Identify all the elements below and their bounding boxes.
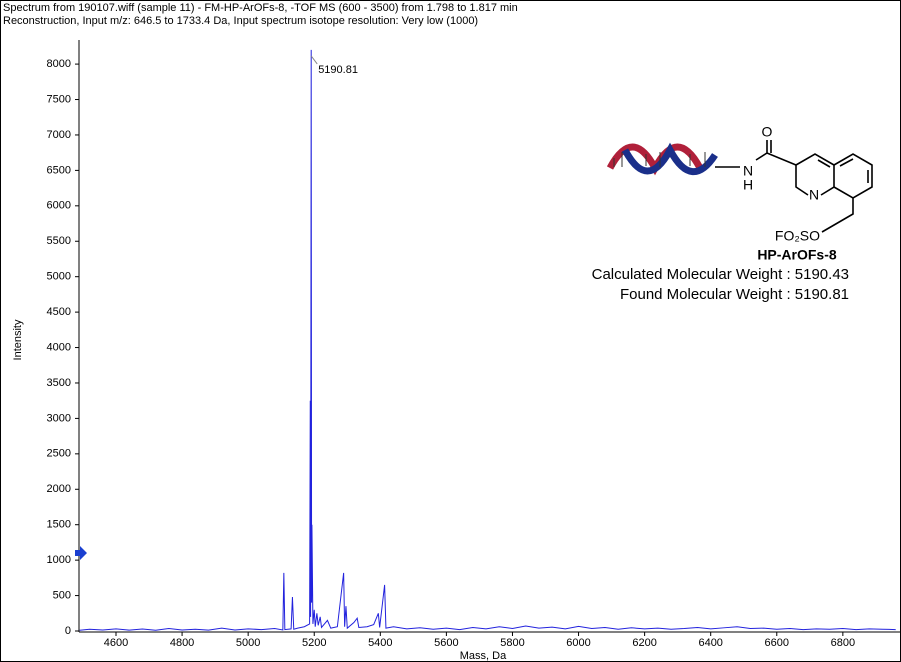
y-tick-label: 4000 (47, 341, 71, 353)
y-tick-label: 1500 (47, 519, 71, 531)
atom-label: O (762, 124, 773, 140)
structure: O N H N FO₂SO HP-ArOFs-8 Calculated Mole… (592, 124, 873, 303)
x-tick-label: 5800 (500, 637, 524, 649)
x-tick-label: 5600 (434, 637, 458, 649)
mw-line: Found Molecular Weight : 5190.81 (620, 286, 849, 303)
y-tick-label: 5000 (47, 271, 71, 283)
dna-rungs (613, 152, 706, 167)
y-tick-label: 2500 (47, 448, 71, 460)
header-line: Spectrum from 190107.wiff (sample 11) - … (3, 2, 518, 14)
y-tick-label: 6000 (47, 200, 71, 212)
compound-name: HP-ArOFs-8 (757, 247, 837, 263)
y-tick-label: 7000 (47, 129, 71, 141)
y-axis-label: Intensity (12, 319, 24, 360)
x-tick-label: 6000 (566, 637, 590, 649)
spectrum-line (79, 49, 896, 631)
y-tick-label: 500 (53, 589, 71, 601)
x-tick-label: 5400 (368, 637, 392, 649)
x-tick-label: 6200 (632, 637, 656, 649)
atom-label: FO₂SO (775, 228, 820, 244)
mw-line: Calculated Molecular Weight : 5190.43 (592, 266, 849, 283)
dna-strand (621, 142, 718, 176)
y-tick-label: 3000 (47, 412, 71, 424)
y-tick-label: 8000 (47, 58, 71, 70)
atom-label: N (809, 187, 819, 203)
y-tick-label: 1000 (47, 554, 71, 566)
peak-label: 5190.81 (318, 64, 358, 76)
x-tick-label: 6600 (765, 637, 789, 649)
header-line: Reconstruction, Input m/z: 646.5 to 1733… (3, 15, 478, 27)
y-tick-label: 3500 (47, 377, 71, 389)
quinoline-bonds (795, 153, 873, 233)
x-tick-label: 6400 (698, 637, 722, 649)
y-tick-label: 7500 (47, 93, 71, 105)
x-tick-label: 4600 (104, 637, 128, 649)
peak-label-leader (310, 55, 318, 65)
y-tick-label: 4500 (47, 306, 71, 318)
y-tick-label: 2000 (47, 483, 71, 495)
amide-bonds (715, 140, 797, 168)
threshold-marker (75, 546, 87, 561)
atom-label: H (743, 177, 753, 193)
x-tick-label: 5200 (302, 637, 326, 649)
y-tick-label: 5500 (47, 235, 71, 247)
x-tick-label: 6800 (831, 637, 855, 649)
atom-label: N (743, 163, 753, 179)
x-axis-label: Mass, Da (460, 650, 507, 662)
y-tick-label: 0 (65, 625, 71, 637)
x-tick-label: 5000 (236, 637, 260, 649)
x-tick-label: 4800 (170, 637, 194, 649)
y-tick-label: 6500 (47, 164, 71, 176)
